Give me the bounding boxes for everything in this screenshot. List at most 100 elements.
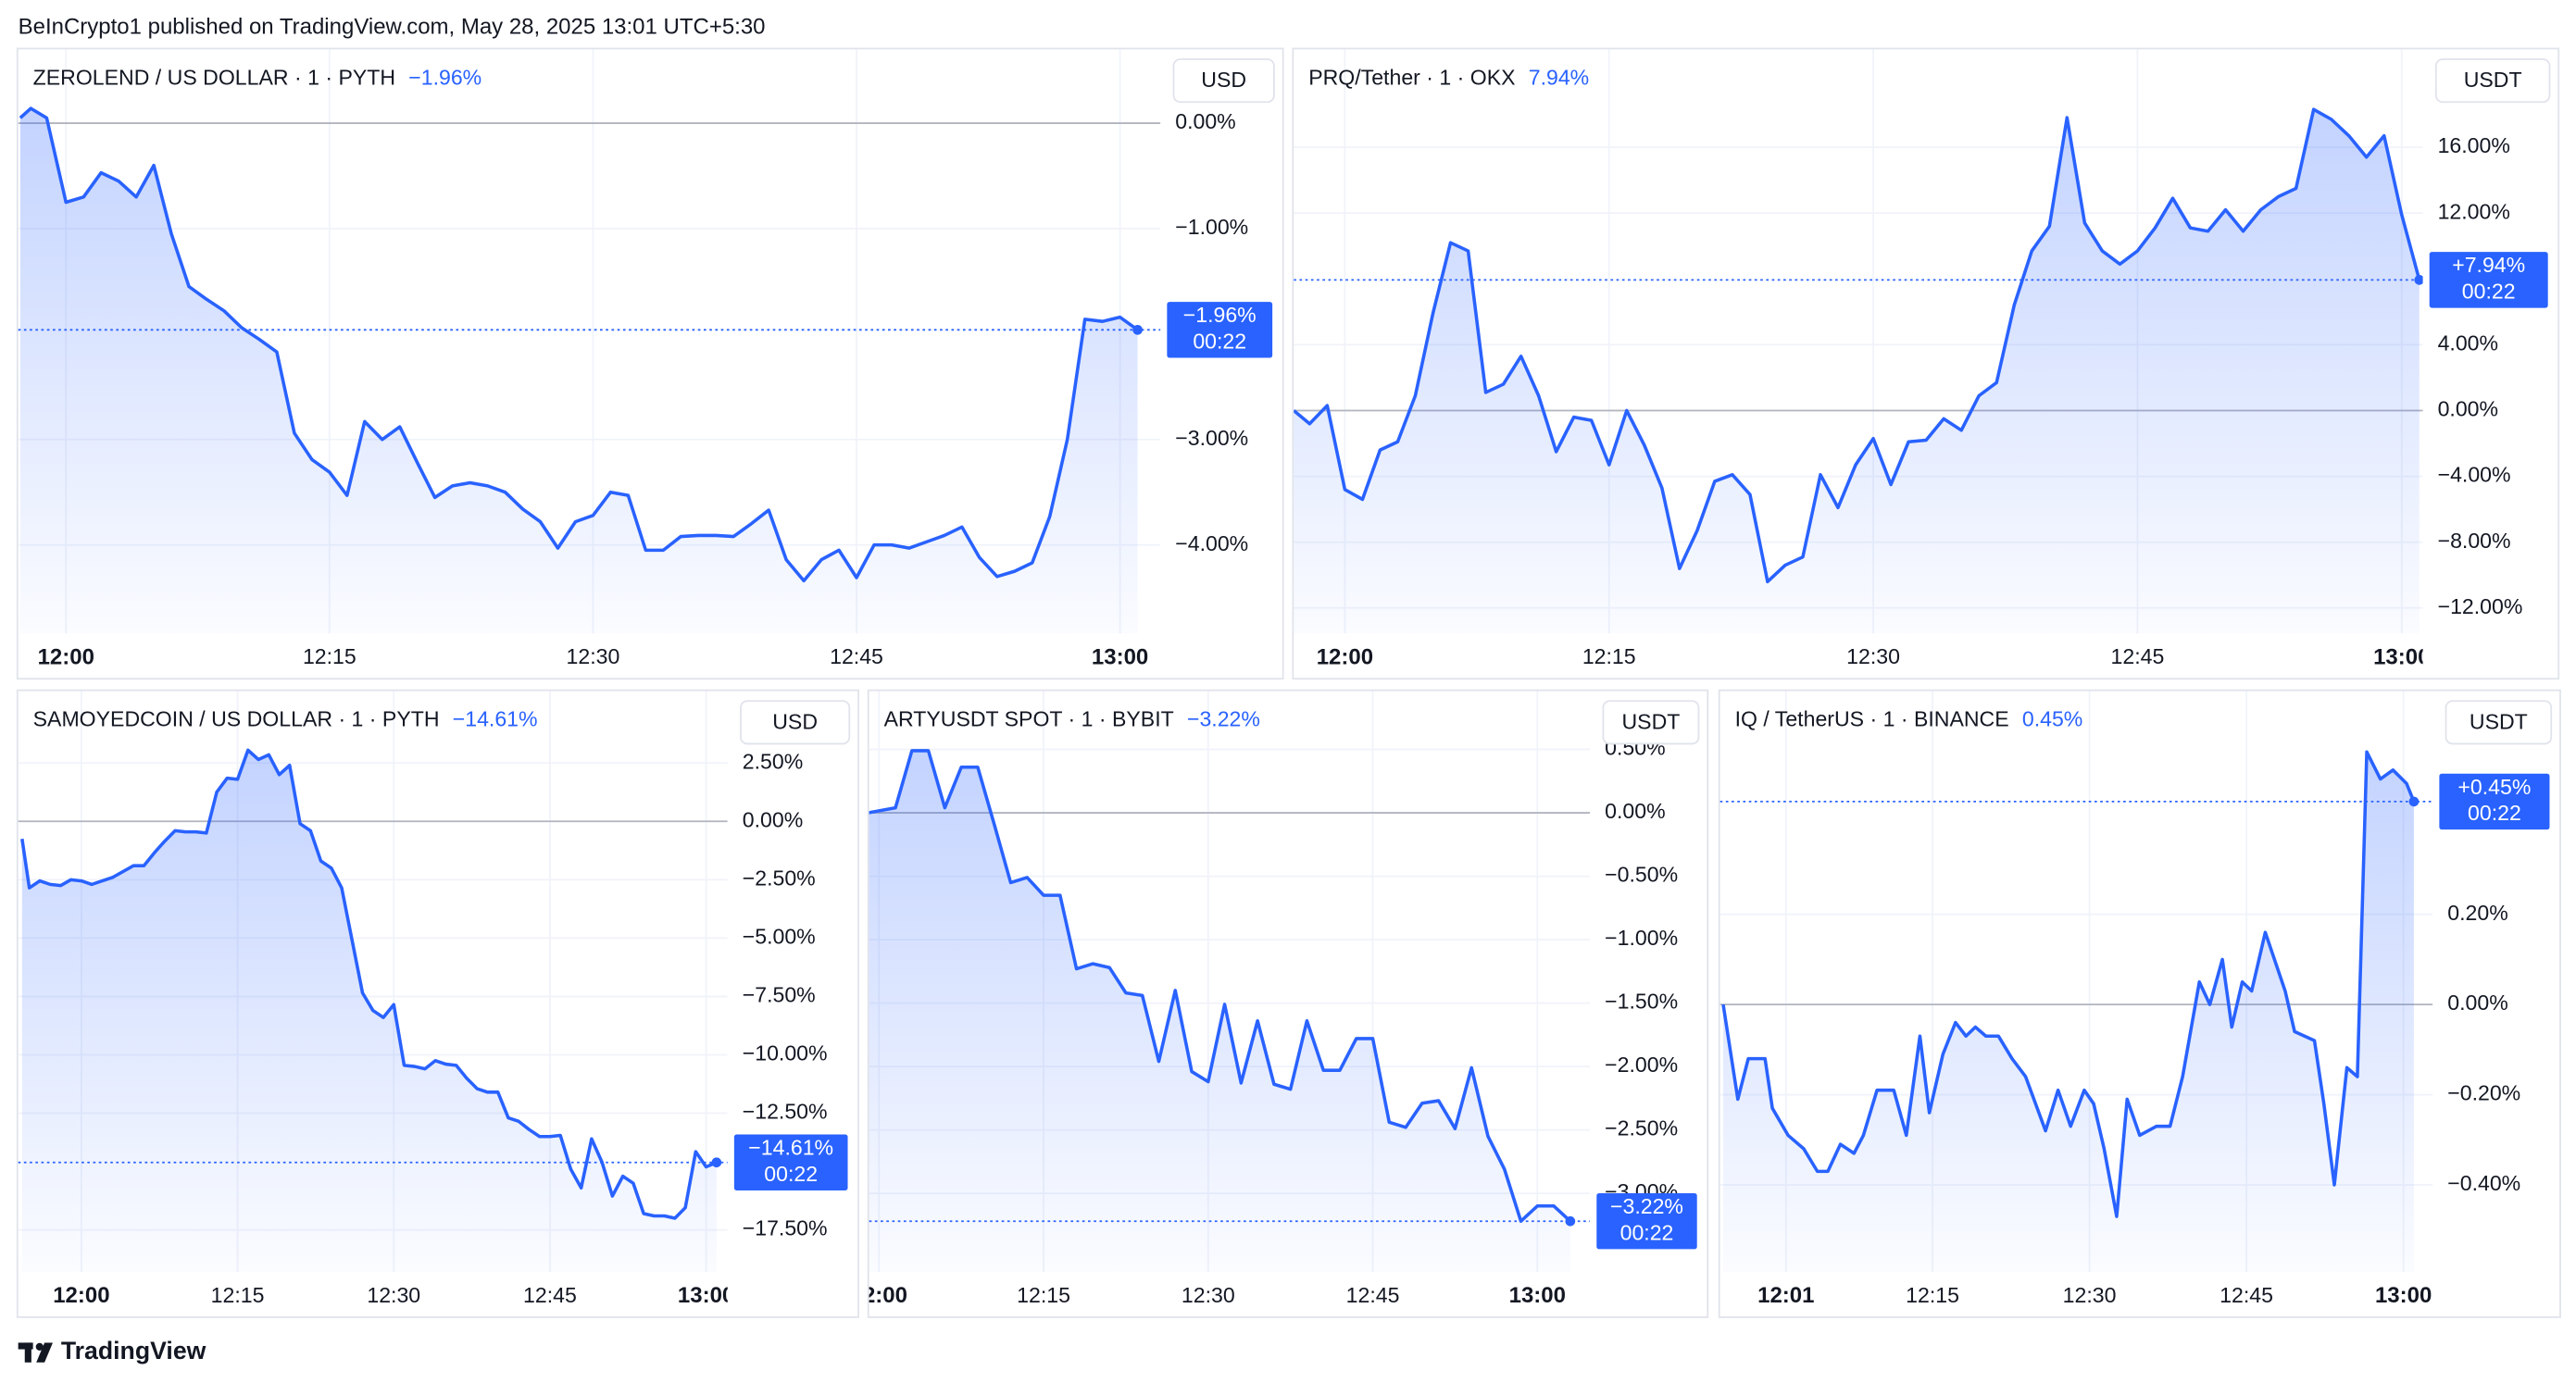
time-axis: 12:00 12:15 12:30 12:45 13:00 bbox=[38, 644, 1149, 669]
y-tick-label: −2.00% bbox=[1605, 1053, 1678, 1077]
x-tick-label: 13:00 bbox=[1509, 1283, 1566, 1308]
price-axis: 0.50%0.00%−0.50%−1.00%−1.50%−2.00%−2.50%… bbox=[1605, 736, 1678, 1204]
currency-button bbox=[2434, 58, 2551, 104]
price-axis: 0.00% −1.00% −3.00% −4.00% bbox=[1175, 109, 1248, 555]
symbol-title: PRQ/Tether · 1 · OKX 7.94% bbox=[1308, 65, 1589, 89]
price-line bbox=[19, 106, 1139, 583]
chart-pane: 0.00%−1.00%−3.00%−4.00%12:00 12:15 12:30 12… bbox=[16, 47, 1284, 680]
badge-value: −3.22% bbox=[1610, 1194, 1683, 1218]
x-tick-label: 12:30 bbox=[2063, 1283, 2117, 1307]
area-fill bbox=[869, 750, 1570, 1273]
x-tick-label: 12:15 bbox=[1017, 1283, 1070, 1307]
price-line bbox=[20, 748, 718, 1220]
chart-pane: 0.50%0.00%−0.50%−1.00%−1.50%−2.00%−2.50%… bbox=[851, 689, 1709, 1318]
x-tick-label: 12:01 bbox=[1757, 1283, 1814, 1308]
change-percent: 0.45% bbox=[2022, 707, 2082, 731]
x-tick-label: 12:45 bbox=[2220, 1283, 2273, 1307]
time-axis: 12:00 12:15 12:30 12:45 13:00 bbox=[851, 1283, 1566, 1308]
pane-border bbox=[867, 689, 1709, 1318]
badge-value: −14.61% bbox=[748, 1136, 833, 1160]
change-percent: −1.96% bbox=[408, 65, 481, 89]
chart-pane: 2.50% 0.00% −2.50% −5.00% −7.50% −10.00% −12.5… bbox=[16, 689, 859, 1318]
chart-pane: 0.20%0.00%−0.20%−0.40%12:01 12:15 12:30 12:… bbox=[1718, 689, 2561, 1318]
price-line bbox=[1721, 750, 2416, 1218]
y-tick-label: −8.00% bbox=[2438, 529, 2511, 553]
y-tick-label: 0.00% bbox=[1175, 109, 1235, 133]
currency-label: USD bbox=[772, 709, 818, 733]
symbol-title: ZEROLEND / US DOLLAR · 1 · PYTH −1.96% bbox=[33, 65, 482, 89]
x-tick-label: 12:15 bbox=[1906, 1283, 1959, 1307]
area-fill bbox=[1722, 752, 2414, 1273]
badge-countdown: 00:22 bbox=[2468, 801, 2521, 825]
x-tick-label: 12:30 bbox=[367, 1283, 420, 1307]
area-fill bbox=[19, 108, 1138, 634]
badge-value: −1.96% bbox=[1183, 303, 1257, 327]
badge-countdown: 00:22 bbox=[2462, 280, 2516, 304]
x-tick-label: 12:00 bbox=[38, 644, 94, 669]
y-tick-label: −4.00% bbox=[2438, 463, 2511, 487]
x-tick-label: 12:45 bbox=[1346, 1283, 1400, 1307]
last-price-badge bbox=[2429, 252, 2548, 308]
last-price-badge bbox=[733, 1134, 848, 1190]
x-tick-label: 12:00 bbox=[1317, 644, 1373, 669]
x-tick-label: 12:30 bbox=[1846, 644, 1900, 668]
y-tick-label: −3.00% bbox=[1175, 426, 1248, 450]
y-tick-label: −5.00% bbox=[743, 924, 816, 948]
badge-value: +7.94% bbox=[2452, 253, 2525, 277]
x-tick-label: 12:30 bbox=[567, 644, 620, 668]
y-tick-label: −12.50% bbox=[743, 1100, 828, 1124]
y-tick-label: 12.00% bbox=[2438, 199, 2510, 223]
time-axis: 12:01 12:15 12:30 12:45 13:00 bbox=[1757, 1283, 2432, 1308]
change-percent: −3.22% bbox=[1187, 707, 1260, 731]
time-axis: 12:00 12:15 12:30 12:45 13:00 bbox=[53, 1283, 728, 1308]
symbol-name: IQ / TetherUS · 1 · BINANCE bbox=[1735, 707, 2009, 731]
symbol-name: ZEROLEND / US DOLLAR · 1 · PYTH bbox=[33, 65, 395, 89]
last-point bbox=[2414, 275, 2423, 285]
y-tick-label: −2.50% bbox=[743, 866, 816, 890]
plot-area bbox=[1294, 49, 2423, 634]
badge-countdown: 00:22 bbox=[1620, 1221, 1674, 1245]
last-point bbox=[2408, 796, 2420, 807]
currency-label: USDT bbox=[2470, 709, 2528, 733]
last-price-badge bbox=[2439, 773, 2550, 830]
last-price-badge bbox=[1167, 302, 1273, 358]
y-tick-label: −1.50% bbox=[1605, 990, 1678, 1014]
last-point bbox=[1565, 1215, 1576, 1227]
symbol-title: SAMOYEDCOIN / US DOLLAR · 1 · PYTH −14.61… bbox=[33, 707, 538, 731]
symbol-name: ARTYUSDT SPOT · 1 · BYBIT bbox=[884, 707, 1174, 731]
change-percent: 7.94% bbox=[1529, 65, 1589, 89]
x-tick-label: 12:30 bbox=[1182, 1283, 1235, 1307]
plot-area bbox=[18, 49, 1161, 634]
pane-border bbox=[16, 47, 1284, 680]
currency-label: USD bbox=[1201, 68, 1246, 92]
badge-value: +0.45% bbox=[2457, 775, 2531, 799]
y-tick-label: −0.50% bbox=[1605, 863, 1678, 887]
currency-button bbox=[740, 700, 851, 745]
area-fill bbox=[21, 750, 717, 1273]
y-tick-label: −17.50% bbox=[743, 1216, 828, 1240]
y-tick-label: −1.00% bbox=[1175, 215, 1248, 239]
y-tick-label: 0.00% bbox=[743, 807, 803, 831]
y-tick-label: 4.00% bbox=[2438, 330, 2498, 355]
badge-countdown: 00:22 bbox=[764, 1162, 818, 1186]
publish-header: BeInCrypto1 published on TradingView.com… bbox=[19, 15, 766, 40]
currency-label: USDT bbox=[2464, 68, 2522, 92]
x-tick-label: 12:15 bbox=[211, 1283, 265, 1307]
pane-border bbox=[1292, 47, 2560, 680]
x-tick-label: 12:00 bbox=[851, 1283, 907, 1308]
price-line bbox=[869, 749, 1572, 1223]
symbol-name: PRQ/Tether · 1 · OKX bbox=[1308, 65, 1515, 89]
last-point bbox=[1132, 324, 1143, 335]
y-tick-label: −0.20% bbox=[2447, 1081, 2520, 1105]
symbol-name: SAMOYEDCOIN / US DOLLAR · 1 · PYTH bbox=[33, 707, 440, 731]
y-tick-label: 16.00% bbox=[2438, 133, 2510, 157]
badge-countdown: 00:22 bbox=[1193, 330, 1246, 354]
y-tick-label: 0.20% bbox=[2447, 901, 2507, 925]
x-tick-label: 12:15 bbox=[1582, 644, 1636, 668]
y-tick-label: 0.00% bbox=[1605, 799, 1665, 823]
y-tick-label: −1.00% bbox=[1605, 926, 1678, 950]
x-tick-label: 13:00 bbox=[1092, 644, 1148, 669]
time-axis: 12:00 12:15 12:30 12:45 13:00 bbox=[1317, 644, 2423, 669]
